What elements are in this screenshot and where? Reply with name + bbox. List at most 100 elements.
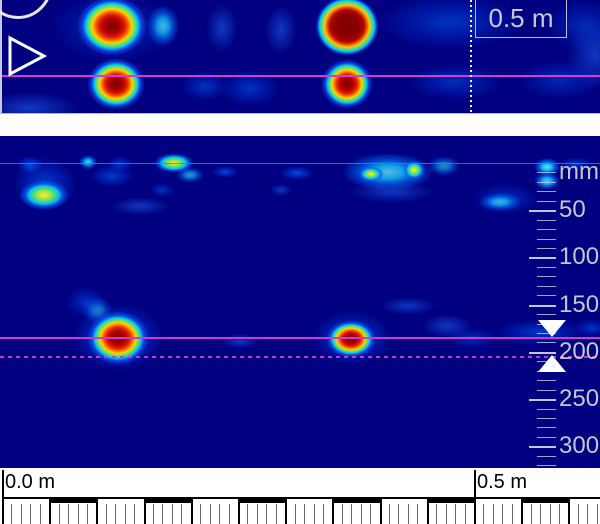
ruler-tick: [256, 504, 258, 524]
ruler-marker-label: 0.5 m: [477, 471, 528, 493]
scan-strip-panel: 0.5 m: [0, 0, 600, 114]
ruler-segment-boundary: [332, 497, 335, 524]
ruler-tick: [153, 504, 155, 524]
ruler-tick: [341, 504, 343, 524]
panel-gap: [0, 114, 600, 136]
signal-blob: [280, 166, 314, 180]
ruler-tick: [124, 504, 126, 524]
ruler-segment-boundary: [426, 497, 429, 524]
ruler-marker-label: 0.0 m: [5, 471, 56, 493]
ruler-tick: [445, 504, 447, 524]
depth-tick: [537, 380, 556, 382]
signal-blob: [315, 0, 379, 56]
ruler-tick: [464, 504, 466, 524]
depth-reference-line: [0, 337, 600, 339]
ruler-tick: [58, 504, 60, 524]
depth-tick: [537, 247, 556, 249]
signal-blob: [574, 319, 600, 337]
depth-tick: [537, 219, 556, 221]
depth-range-upper-marker-icon[interactable]: [538, 320, 566, 337]
signal-blob: [534, 172, 560, 190]
signal-blob: [147, 5, 179, 47]
depth-tick: [529, 399, 556, 402]
depth-tick: [537, 266, 556, 268]
ruler-tick: [275, 504, 277, 524]
ruler-tick: [68, 504, 70, 524]
signal-blob: [212, 166, 238, 178]
ruler-segment-boundary: [474, 497, 476, 524]
depth-tick: [537, 417, 556, 419]
depth-tick: [537, 465, 556, 467]
depth-reference-line-dashed: [0, 356, 600, 358]
ruler-segment-boundary: [49, 497, 52, 524]
ruler-segment-boundary: [379, 497, 382, 524]
signal-blob: [87, 58, 145, 110]
depth-tick: [537, 295, 556, 297]
ruler-tick: [502, 504, 504, 524]
position-circle-icon: [0, 0, 52, 19]
surface-reference-line: [0, 163, 600, 164]
signal-blob: [321, 59, 373, 109]
depth-scale-label: 250: [559, 385, 600, 413]
position-cursor-line[interactable]: [470, 0, 472, 113]
depth-tick: [537, 314, 556, 316]
signal-blob: [0, 92, 80, 113]
ruler-marker-line: [2, 470, 4, 497]
signal-blob: [350, 181, 434, 203]
distance-label-box: 0.5 m: [475, 0, 567, 38]
ruler-segment: [332, 497, 380, 524]
cross-section-panel: 50 100 150 200 250 300 mm: [0, 136, 600, 468]
depth-tick: [529, 446, 556, 449]
ruler-tick: [304, 504, 306, 524]
ruler-segment-boundary: [568, 497, 571, 524]
signal-blob: [378, 0, 522, 50]
ruler-tick: [11, 504, 13, 524]
ruler-tick: [20, 504, 22, 524]
ruler-tick: [540, 504, 542, 524]
scan-direction-arrow-icon: [8, 35, 48, 77]
ruler-tick: [436, 504, 438, 524]
ruler-tick: [455, 504, 457, 524]
ruler-tick: [30, 504, 32, 524]
ruler-tick: [511, 504, 513, 524]
signal-blob: [206, 3, 238, 53]
ruler-segment-boundary: [238, 497, 240, 524]
signal-blob: [421, 314, 473, 338]
depth-scale-label: 50: [559, 196, 586, 224]
ruler-marker-line: [474, 470, 476, 497]
ruler-segment-boundary: [96, 497, 99, 524]
ruler-segment: [285, 497, 333, 524]
ruler-tick: [115, 504, 117, 524]
ruler-tick: [577, 504, 579, 524]
ruler-tick: [134, 504, 136, 524]
ruler-tick: [228, 504, 230, 524]
depth-tick: [537, 191, 556, 193]
ruler-tick: [77, 504, 79, 524]
ruler-segment: [474, 497, 522, 524]
strip-left-edge: [0, 0, 2, 113]
ruler-tick: [219, 504, 221, 524]
ruler-tick: [530, 504, 532, 524]
ruler-tick: [162, 504, 164, 524]
depth-tick: [537, 172, 556, 174]
signal-blob: [534, 158, 560, 176]
ruler-tick: [294, 504, 296, 524]
ruler-tick: [105, 504, 107, 524]
ruler-tick: [558, 504, 560, 524]
ruler-tick: [39, 504, 41, 524]
ruler-tick: [596, 504, 598, 524]
distance-label: 0.5 m: [488, 3, 554, 33]
depth-tick: [537, 285, 556, 287]
signal-blob: [428, 156, 460, 176]
depth-tick: [537, 181, 556, 183]
signal-blob: [66, 287, 106, 317]
ruler-segment-boundary: [143, 497, 146, 524]
ruler-tick: [360, 504, 362, 524]
depth-range-lower-marker-icon[interactable]: [538, 355, 566, 372]
ruler-segment: [190, 497, 238, 524]
signal-blob: [82, 297, 112, 323]
signal-blob: [110, 197, 170, 215]
signal-blob: [270, 184, 292, 196]
depth-tick: [537, 455, 556, 457]
